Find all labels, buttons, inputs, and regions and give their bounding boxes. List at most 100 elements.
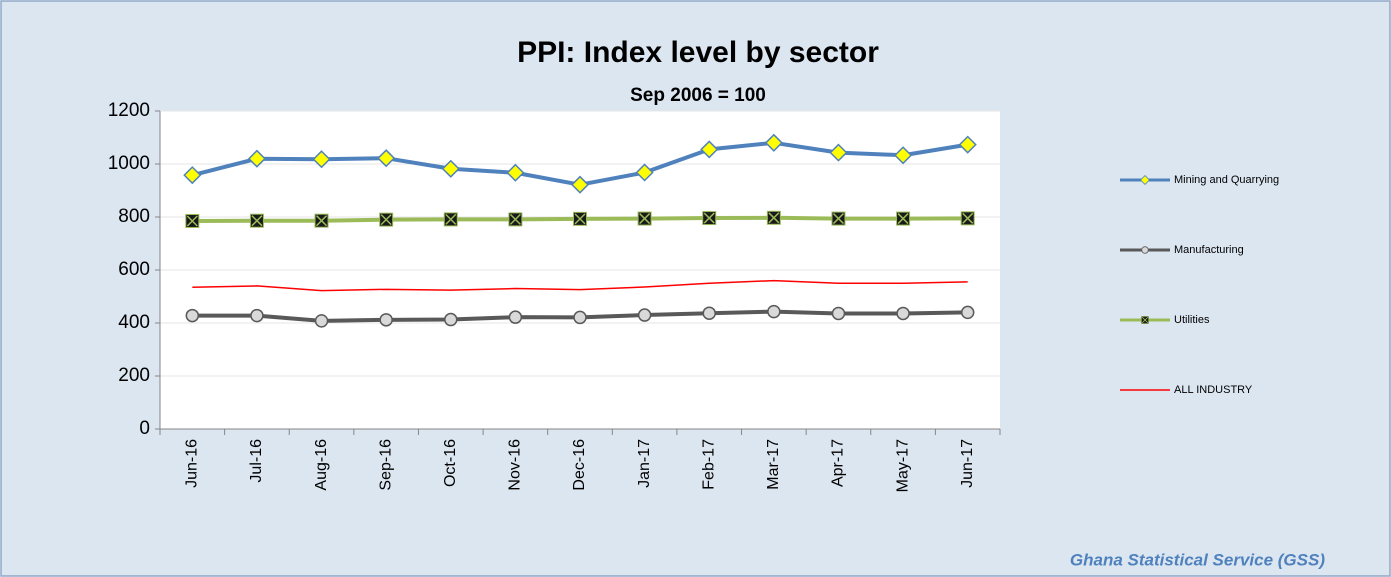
marker [635,163,654,182]
y-tick-label: 600 [118,259,150,280]
marker-shape [377,149,396,168]
x-tick-label: Feb-17 [700,439,717,490]
marker-cross [574,213,586,225]
marker [896,306,910,321]
x-tick-label: May-17 [894,439,911,492]
legend-item: Manufacturing [1120,244,1244,256]
marker-cross [962,212,974,224]
y-tick-label: 400 [118,312,150,333]
marker [702,306,716,320]
chart-title: PPI: Index level by sector [517,36,879,69]
legend-item: ALL INDUSTRY [1120,384,1253,396]
marker-shape [1140,175,1150,185]
x-tick-label: Oct-16 [442,439,459,487]
marker-shape [441,159,460,178]
legend-label: ALL INDUSTRY [1174,384,1253,396]
marker-shape [831,306,846,321]
marker [247,149,266,168]
marker [506,163,525,182]
marker [700,140,719,159]
x-tick-label: Jul-16 [248,439,265,483]
marker [766,210,781,225]
marker-cross [445,213,457,225]
marker-shape [767,304,781,319]
marker [508,310,523,324]
marker-shape [702,306,716,320]
marker-shape [185,308,200,323]
legend-label: Utilities [1174,314,1210,326]
y-tick-label: 1000 [108,153,150,174]
marker [960,211,975,226]
marker-cross [251,215,263,227]
marker-cross [380,214,392,226]
marker [637,308,652,322]
x-tick-label: Aug-16 [313,439,330,491]
source-note: Ghana Statistical Service (GSS) [1070,550,1325,569]
marker-shape [700,140,719,159]
marker [831,306,846,321]
marker [831,211,846,226]
marker [250,308,264,323]
marker-shape [635,163,654,182]
marker-shape [506,163,525,182]
x-tick-label: Jun-16 [184,439,201,488]
legend-label: Mining and Quarrying [1174,174,1279,186]
marker [379,212,394,227]
marker-shape [183,166,202,185]
marker [1141,316,1149,324]
marker [443,212,458,227]
x-tick-label: Sep-16 [377,439,394,491]
marker-cross [186,215,198,227]
series-line [192,279,968,292]
marker [185,213,200,228]
y-tick-label: 800 [118,206,150,227]
marker-shape [570,175,590,194]
y-tick-label: 1200 [108,100,150,121]
marker [767,304,781,319]
marker-cross [703,212,715,224]
marker-shape [764,133,783,152]
marker [1141,246,1149,254]
marker-cross [639,213,651,225]
marker [312,150,331,169]
marker [379,313,393,327]
marker [829,143,848,162]
marker [960,305,975,320]
marker-shape [314,314,329,328]
marker-shape [312,150,331,169]
marker-shape [250,308,264,323]
marker-shape [894,146,913,165]
marker-shape [829,143,848,162]
x-tick-label: Jun-17 [959,439,976,488]
y-tick-label: 200 [118,365,150,386]
legend-item: Utilities [1120,314,1210,326]
marker [764,133,783,152]
marker [894,146,913,165]
marker [570,175,590,194]
marker [441,159,460,178]
marker [573,310,587,325]
legend-label: Manufacturing [1174,244,1244,256]
marker-cross [897,213,909,225]
marker [508,212,523,227]
x-tick-label: Apr-17 [830,439,847,487]
x-tick-label: Nov-16 [507,439,524,491]
marker-shape [379,313,393,327]
marker-shape [1141,246,1149,254]
marker [1140,175,1150,185]
marker [377,149,396,168]
x-tick-label: Jan-17 [636,439,653,488]
marker-shape [637,308,652,322]
marker-cross [768,212,780,224]
marker-shape [896,306,910,321]
marker-cross [832,213,844,225]
marker-shape [573,310,587,325]
marker-shape [247,149,266,168]
marker [896,211,911,226]
marker-shape [960,305,975,320]
marker [183,166,202,185]
x-tick-label: Dec-16 [571,439,588,491]
marker-shape [508,310,523,324]
marker [444,312,458,327]
